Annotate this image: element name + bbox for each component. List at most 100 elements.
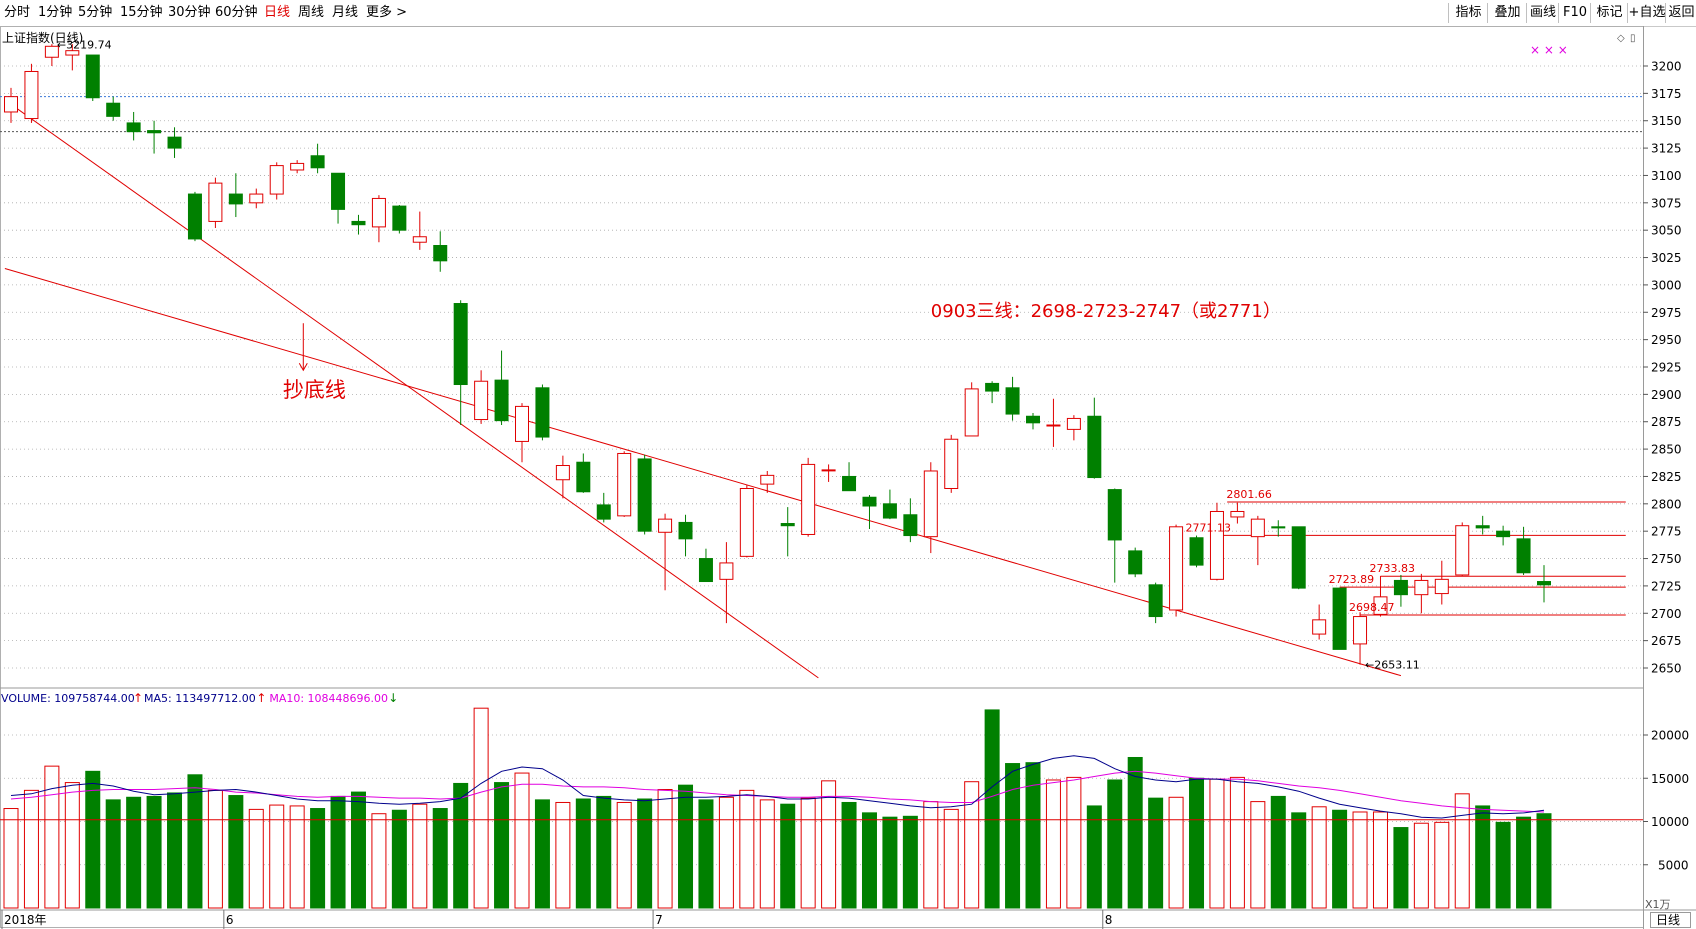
- volume-bar-37: [759, 799, 775, 909]
- corner-markers: × × ×: [1530, 43, 1568, 57]
- volume-bar-29: [596, 795, 612, 909]
- volume-bar-73: [1495, 821, 1511, 909]
- volume-bar-3: [64, 782, 80, 909]
- candle-20: [412, 211, 427, 250]
- candle-48: [985, 381, 1000, 404]
- candle-body-60: [1230, 510, 1245, 518]
- level-label-5: 2733.83: [1369, 562, 1415, 575]
- volume-tick-label-3: 20000: [1651, 729, 1689, 743]
- price-tick-label-0: 2650: [1651, 662, 1682, 676]
- candle-body-12: [249, 193, 264, 204]
- volume-bars: [3, 707, 1552, 909]
- toolbar-button-3[interactable]: F10: [1558, 3, 1591, 23]
- volume-bar-28: [575, 798, 591, 909]
- toolbar-button-0[interactable]: 指标: [1448, 3, 1488, 23]
- candle-47: [964, 382, 979, 437]
- volume-bar-14: [289, 805, 305, 909]
- candle-10: [208, 177, 223, 228]
- toolbar-button-5[interactable]: +自选: [1627, 3, 1666, 23]
- toolbar-button-2[interactable]: 画线: [1526, 3, 1559, 23]
- volume-bar-15: [310, 808, 326, 909]
- candle-body-7: [147, 130, 162, 134]
- candle-8: [167, 127, 182, 158]
- period-tab-1[interactable]: 1分钟: [38, 5, 73, 20]
- candle-body-30: [617, 452, 632, 517]
- candle-body-43: [882, 503, 897, 519]
- candle-29: [596, 492, 611, 523]
- candle-54: [1107, 488, 1122, 583]
- volume-bar-41: [841, 801, 857, 909]
- candle-body-8: [167, 136, 182, 149]
- volume-bar-17: [350, 791, 366, 909]
- candles: [4, 44, 1551, 665]
- volume-bar-46: [943, 808, 959, 909]
- candle-body-63: [1291, 526, 1306, 589]
- volume-bar-56: [1148, 797, 1164, 909]
- volume-bar-55: [1127, 756, 1143, 909]
- candle-58: [1189, 535, 1204, 568]
- period-tab-0[interactable]: 分时: [4, 5, 31, 20]
- price-tick-label-17: 3075: [1651, 196, 1682, 210]
- candle-body-52: [1066, 417, 1081, 430]
- period-tab-9[interactable]: 更多 >: [366, 5, 408, 20]
- toolbar-button-4[interactable]: 标记: [1590, 3, 1628, 23]
- candle-24: [494, 350, 509, 426]
- price-tick-label-12: 2950: [1651, 333, 1682, 347]
- volume-bar-27: [555, 801, 571, 909]
- extreme-label-1: ←2653.11: [1365, 659, 1420, 672]
- candle-body-32: [658, 518, 673, 533]
- price-tick-label-20: 3150: [1651, 114, 1682, 128]
- candle-body-55: [1128, 550, 1143, 575]
- period-tab-4[interactable]: 30分钟: [168, 5, 211, 20]
- period-indicator-box: [1650, 912, 1691, 928]
- volume-bar-70: [1434, 821, 1450, 909]
- price-tick-label-8: 2850: [1651, 443, 1682, 457]
- candle-body-46: [944, 438, 959, 489]
- period-tab-6[interactable]: 日线: [264, 5, 291, 20]
- volume-bar-11: [228, 795, 244, 909]
- candle-5: [106, 96, 121, 121]
- candle-body-31: [637, 458, 652, 532]
- date-label-2: 7: [655, 913, 663, 927]
- period-tab-2[interactable]: 5分钟: [78, 5, 113, 20]
- volume-bar-71: [1454, 793, 1470, 909]
- candle-15: [310, 143, 325, 174]
- candle-body-10: [208, 182, 223, 222]
- volume-bar-61: [1250, 801, 1266, 909]
- candle-body-40: [821, 469, 836, 472]
- volume-bar-36: [739, 789, 755, 909]
- period-tab-5[interactable]: 60分钟: [215, 5, 258, 20]
- candle-body-35: [719, 562, 734, 580]
- volume-bar-51: [1045, 779, 1061, 909]
- candle-52: [1066, 415, 1081, 441]
- candle-body-61: [1250, 518, 1265, 538]
- candle-16: [331, 172, 346, 224]
- candle-body-42: [862, 496, 877, 507]
- price-tick-label-15: 3025: [1651, 251, 1682, 265]
- price-tick-label-16: 3050: [1651, 224, 1682, 238]
- volume-legend-arrow-0: ↑: [133, 691, 143, 705]
- candle-body-26: [535, 387, 550, 438]
- volume-bar-72: [1475, 805, 1491, 909]
- candle-body-67: [1373, 596, 1388, 615]
- candle-14: [290, 160, 305, 174]
- toolbar-button-6[interactable]: 返回: [1665, 3, 1696, 23]
- price-tick-label-21: 3175: [1651, 87, 1682, 101]
- period-tab-8[interactable]: 月线: [332, 5, 359, 20]
- volume-bar-68: [1393, 827, 1409, 909]
- candle-body-54: [1107, 489, 1122, 541]
- candle-body-48: [985, 382, 1000, 392]
- candle-63: [1291, 526, 1306, 590]
- toolbar-button-1[interactable]: 叠加: [1487, 3, 1527, 23]
- period-tab-3[interactable]: 15分钟: [120, 5, 163, 20]
- candle-27: [555, 455, 570, 499]
- period-tab-7[interactable]: 周线: [298, 5, 325, 20]
- volume-bar-38: [780, 803, 796, 909]
- volume-bar-31: [637, 798, 653, 909]
- candle-13: [269, 162, 284, 200]
- volume-bar-74: [1516, 816, 1532, 909]
- candle-49: [1005, 376, 1020, 421]
- volume-bar-42: [861, 812, 877, 909]
- candle-35: [719, 542, 734, 624]
- price-tick-label-14: 3000: [1651, 278, 1682, 292]
